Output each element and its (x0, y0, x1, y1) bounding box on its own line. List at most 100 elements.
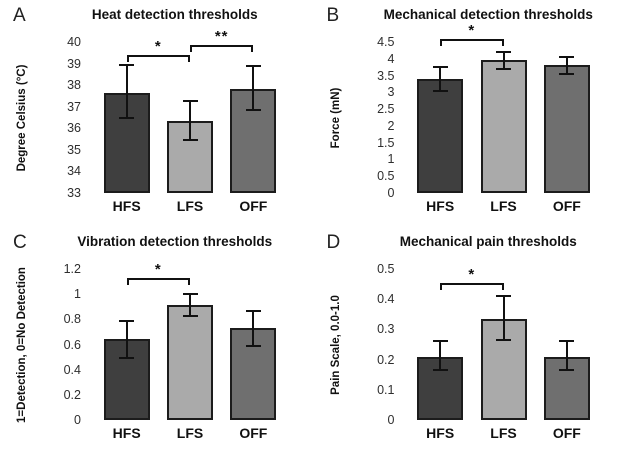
y-tick-label: 0.4 (377, 292, 395, 307)
panel-letter: D (326, 232, 341, 253)
y-tick-label: 0.5 (377, 262, 395, 276)
y-tick-label: 1.5 (377, 135, 395, 150)
bar-off (230, 328, 277, 420)
error-bar-cap-bottom (245, 344, 261, 347)
significance-label: ** (214, 28, 229, 46)
chart-title: Mechanical detection thresholds (383, 7, 593, 22)
significance-bracket-end-left (440, 38, 443, 46)
panel-c: C Vibration detection thresholds 1=Detecti… (0, 227, 314, 454)
y-tick-label: 4 (387, 51, 395, 66)
x-tick-label: HFS (112, 425, 141, 441)
significance-label: * (468, 265, 476, 283)
error-bar-cap-top (119, 63, 135, 66)
x-tick-label: OFF (552, 425, 581, 441)
error-bar-cap-bottom (119, 357, 135, 360)
error-bar-cap-bottom (119, 116, 135, 119)
significance-bracket-end-left (440, 282, 443, 290)
y-tick-label: 0.4 (63, 362, 81, 377)
significance-bracket (190, 45, 254, 48)
error-bar-line (252, 65, 255, 110)
chart-title: Vibration detection thresholds (77, 234, 273, 249)
y-tick-label: 0.6 (63, 337, 81, 352)
significance-bracket-end-right (251, 45, 254, 53)
error-bar-line (125, 64, 128, 118)
error-bar-line (565, 57, 568, 74)
bar-hfs (417, 78, 464, 193)
y-tick-label: 2 (387, 118, 395, 133)
error-bar-cap-top (432, 340, 448, 343)
error-bar-line (439, 67, 442, 91)
panel-letter: B (326, 5, 340, 26)
significance-bracket-end-right (188, 277, 190, 285)
y-tick-label: 35 (67, 142, 81, 157)
error-bar-cap-top (432, 66, 448, 69)
error-bar-cap-top (119, 319, 135, 322)
y-tick-label: 39 (67, 56, 81, 71)
error-bar-cap-top (496, 51, 511, 54)
error-bar-line (125, 320, 128, 359)
y-tick-label: 0.5 (377, 169, 395, 184)
significance-bracket-end-left (126, 277, 129, 285)
error-bar-cap-top (245, 64, 261, 67)
significance-label: * (154, 37, 162, 55)
error-bar-cap-bottom (559, 72, 575, 75)
error-bar-cap-bottom (496, 338, 511, 341)
x-tick-label: LFS (490, 425, 517, 441)
error-bar-line (502, 296, 505, 340)
x-tick-label: HFS (112, 198, 141, 214)
significance-bracket-end-right (188, 54, 190, 62)
bar-lfs (480, 60, 527, 193)
chart-title: Heat detection thresholds (91, 7, 258, 22)
y-tick-label: 0 (74, 413, 81, 427)
x-tick-label: HFS (426, 198, 455, 214)
y-tick-label: 0.8 (63, 312, 81, 327)
y-tick-label: 37 (67, 99, 81, 114)
panel-letter: C (13, 232, 27, 253)
significance-label: * (468, 21, 476, 39)
error-bar-cap-bottom (432, 369, 448, 372)
error-bar-line (189, 294, 191, 316)
y-tick-label: 40 (67, 35, 81, 49)
error-bar-line (252, 310, 255, 346)
y-tick-label: 0 (387, 413, 395, 427)
significance-bracket (440, 38, 504, 41)
significance-bracket (126, 277, 190, 280)
x-tick-label: HFS (426, 425, 455, 441)
panel-letter: A (13, 5, 26, 26)
x-tick-label: OFF (239, 425, 268, 441)
y-tick-label: 34 (67, 164, 81, 179)
y-tick-label: 3 (387, 85, 395, 100)
error-bar-cap-bottom (182, 139, 198, 142)
x-tick-label: LFS (176, 425, 204, 441)
significance-bracket-end-right (501, 38, 504, 46)
chart-title: Mechanical pain thresholds (399, 234, 577, 249)
y-tick-label: 3.5 (377, 68, 395, 83)
y-tick-label: 0.3 (377, 322, 395, 337)
x-tick-label: OFF (552, 198, 581, 214)
bar-lfs (167, 305, 213, 420)
significance-bracket-end-right (501, 282, 504, 290)
bar-off (543, 65, 590, 193)
error-bar-line (439, 341, 442, 371)
x-tick-label: LFS (490, 198, 517, 214)
error-bar-cap-top (496, 295, 511, 298)
significance-bracket (440, 282, 504, 285)
y-tick-label: 1 (387, 152, 395, 167)
y-tick-label: 4.5 (377, 35, 395, 49)
error-bar-line (565, 341, 568, 371)
significance-bracket (126, 54, 190, 57)
panel-a: A Heat detection thresholds Degree Celsius… (0, 0, 314, 227)
y-tick-label: 1.2 (63, 262, 81, 276)
panel-d: D Mechanical pain thresholds Pain Scale, 0… (314, 227, 627, 454)
error-bar-cap-top (559, 340, 575, 343)
error-bar-cap-bottom (182, 314, 198, 317)
y-tick-label: 0.1 (377, 382, 395, 397)
error-bar-cap-top (559, 56, 575, 59)
significance-bracket-end-left (126, 54, 129, 62)
y-tick-label: 0 (387, 186, 395, 200)
error-bar-cap-top (182, 100, 198, 103)
y-tick-label: 33 (67, 186, 81, 200)
error-bar-cap-bottom (496, 67, 511, 70)
bar-hfs (103, 339, 150, 420)
